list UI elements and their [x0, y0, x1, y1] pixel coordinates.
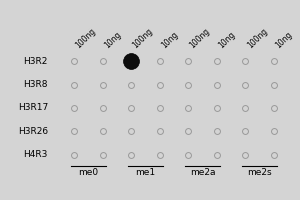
- Point: [157, 130, 162, 133]
- Point: [100, 60, 105, 63]
- Point: [129, 130, 134, 133]
- Point: [272, 83, 276, 86]
- Text: 100ng: 100ng: [131, 26, 155, 50]
- Text: H3R26: H3R26: [18, 127, 48, 136]
- Point: [72, 153, 76, 156]
- Point: [186, 130, 191, 133]
- Point: [243, 130, 248, 133]
- Text: 100ng: 100ng: [74, 26, 98, 50]
- Point: [243, 83, 248, 86]
- Point: [100, 83, 105, 86]
- Point: [100, 153, 105, 156]
- Text: me0: me0: [78, 168, 98, 177]
- Point: [243, 60, 248, 63]
- Point: [72, 106, 76, 110]
- Text: me1: me1: [135, 168, 155, 177]
- Point: [100, 130, 105, 133]
- Point: [272, 153, 276, 156]
- Text: 10ng: 10ng: [217, 30, 237, 50]
- Point: [129, 60, 134, 63]
- Text: 10ng: 10ng: [274, 30, 294, 50]
- Point: [214, 83, 219, 86]
- Text: H3R2: H3R2: [24, 57, 48, 66]
- Text: 10ng: 10ng: [160, 30, 180, 50]
- Point: [272, 130, 276, 133]
- Point: [186, 60, 191, 63]
- Point: [243, 106, 248, 110]
- Point: [72, 60, 76, 63]
- Text: me2s: me2s: [248, 168, 272, 177]
- Point: [214, 130, 219, 133]
- Point: [186, 106, 191, 110]
- Point: [157, 83, 162, 86]
- Point: [129, 106, 134, 110]
- Point: [157, 106, 162, 110]
- Point: [186, 153, 191, 156]
- Point: [214, 153, 219, 156]
- Text: 10ng: 10ng: [103, 30, 123, 50]
- Text: me2a: me2a: [190, 168, 215, 177]
- Point: [243, 153, 248, 156]
- Text: H4R3: H4R3: [24, 150, 48, 159]
- Text: 100ng: 100ng: [245, 26, 269, 50]
- Point: [72, 130, 76, 133]
- Text: 100ng: 100ng: [188, 26, 212, 50]
- Point: [100, 106, 105, 110]
- Point: [157, 60, 162, 63]
- Point: [214, 60, 219, 63]
- Point: [272, 106, 276, 110]
- Point: [72, 83, 76, 86]
- Point: [214, 106, 219, 110]
- Point: [186, 83, 191, 86]
- Point: [272, 60, 276, 63]
- Text: H3R17: H3R17: [18, 104, 48, 112]
- Point: [157, 153, 162, 156]
- Text: H3R8: H3R8: [23, 80, 48, 89]
- Point: [129, 153, 134, 156]
- Point: [129, 83, 134, 86]
